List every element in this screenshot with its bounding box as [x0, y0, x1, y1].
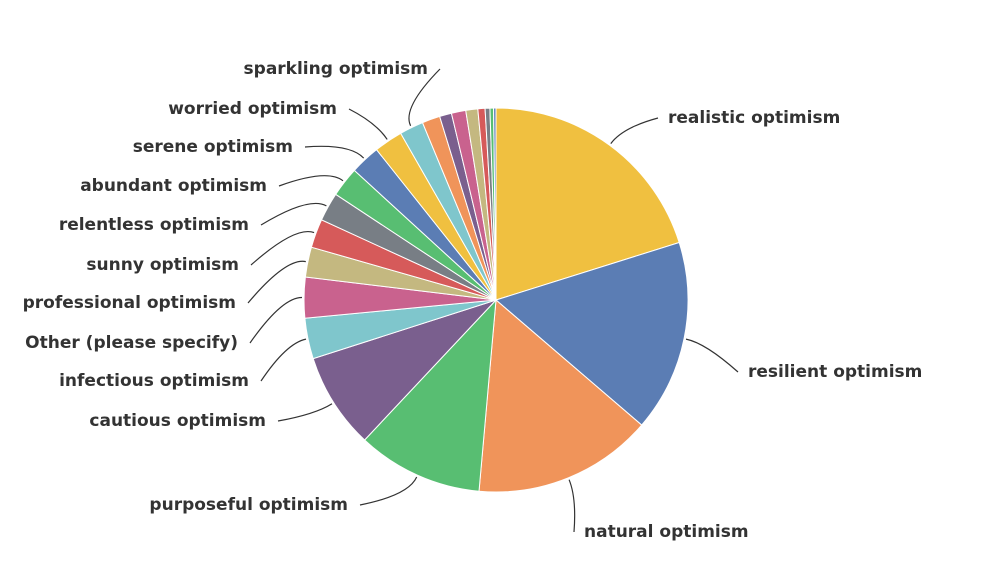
slice-label-infectious-optimism: infectious optimism: [59, 371, 249, 391]
slice-label-sunny-optimism: sunny optimism: [86, 255, 239, 275]
slice-label-serene-optimism: serene optimism: [133, 137, 293, 157]
leader-line-professional-optimism: [247, 260, 306, 304]
slice-label-realistic-optimism: realistic optimism: [668, 108, 840, 128]
pie-slice-purposeful-optimism: [363, 298, 497, 492]
slice-label-abundant-optimism: abundant optimism: [80, 176, 267, 196]
leader-line-infectious-optimism: [260, 338, 307, 382]
slice-label-professional-optimism: professional optimism: [23, 293, 236, 313]
leader-line-cautious-optimism: [277, 403, 333, 422]
leader-line-relentless-optimism: [260, 202, 327, 226]
pie-slice-cautious-optimism: [312, 298, 498, 441]
pie-slices: [303, 107, 689, 493]
leader-line-other-please-specify: [249, 296, 303, 344]
slice-label-cautious-optimism: cautious optimism: [89, 411, 266, 431]
slice-labels: realistic optimism resilient optimism natu…: [23, 59, 923, 542]
slice-label-natural-optimism: natural optimism: [584, 522, 749, 542]
leader-line-sunny-optimism: [250, 231, 315, 266]
leader-line-resilient-optimism: [685, 338, 739, 373]
leader-line-sparkling-optimism: [408, 68, 441, 127]
slice-label-other-please-specify: Other (please specify): [25, 333, 238, 353]
leader-lines: [247, 68, 739, 533]
pie-slice-resilient-optimism: [494, 241, 689, 426]
slice-label-resilient-optimism: resilient optimism: [748, 362, 922, 382]
slice-label-purposeful-optimism: purposeful optimism: [149, 495, 348, 515]
pie-slice-unlabeled-21: [493, 107, 497, 301]
leader-line-purposeful-optimism: [359, 476, 418, 506]
leader-line-natural-optimism: [568, 479, 576, 533]
slice-label-worried-optimism: worried optimism: [168, 99, 337, 119]
slice-label-relentless-optimism: relentless optimism: [59, 215, 249, 235]
leader-line-realistic-optimism: [610, 117, 659, 144]
leader-line-serene-optimism: [304, 145, 365, 159]
pie-slice-realistic-optimism: [495, 107, 680, 301]
pie-slice-natural-optimism: [478, 298, 643, 493]
slice-label-sparkling-optimism: sparkling optimism: [244, 59, 428, 79]
leader-line-abundant-optimism: [278, 175, 344, 187]
leader-line-worried-optimism: [348, 108, 388, 140]
